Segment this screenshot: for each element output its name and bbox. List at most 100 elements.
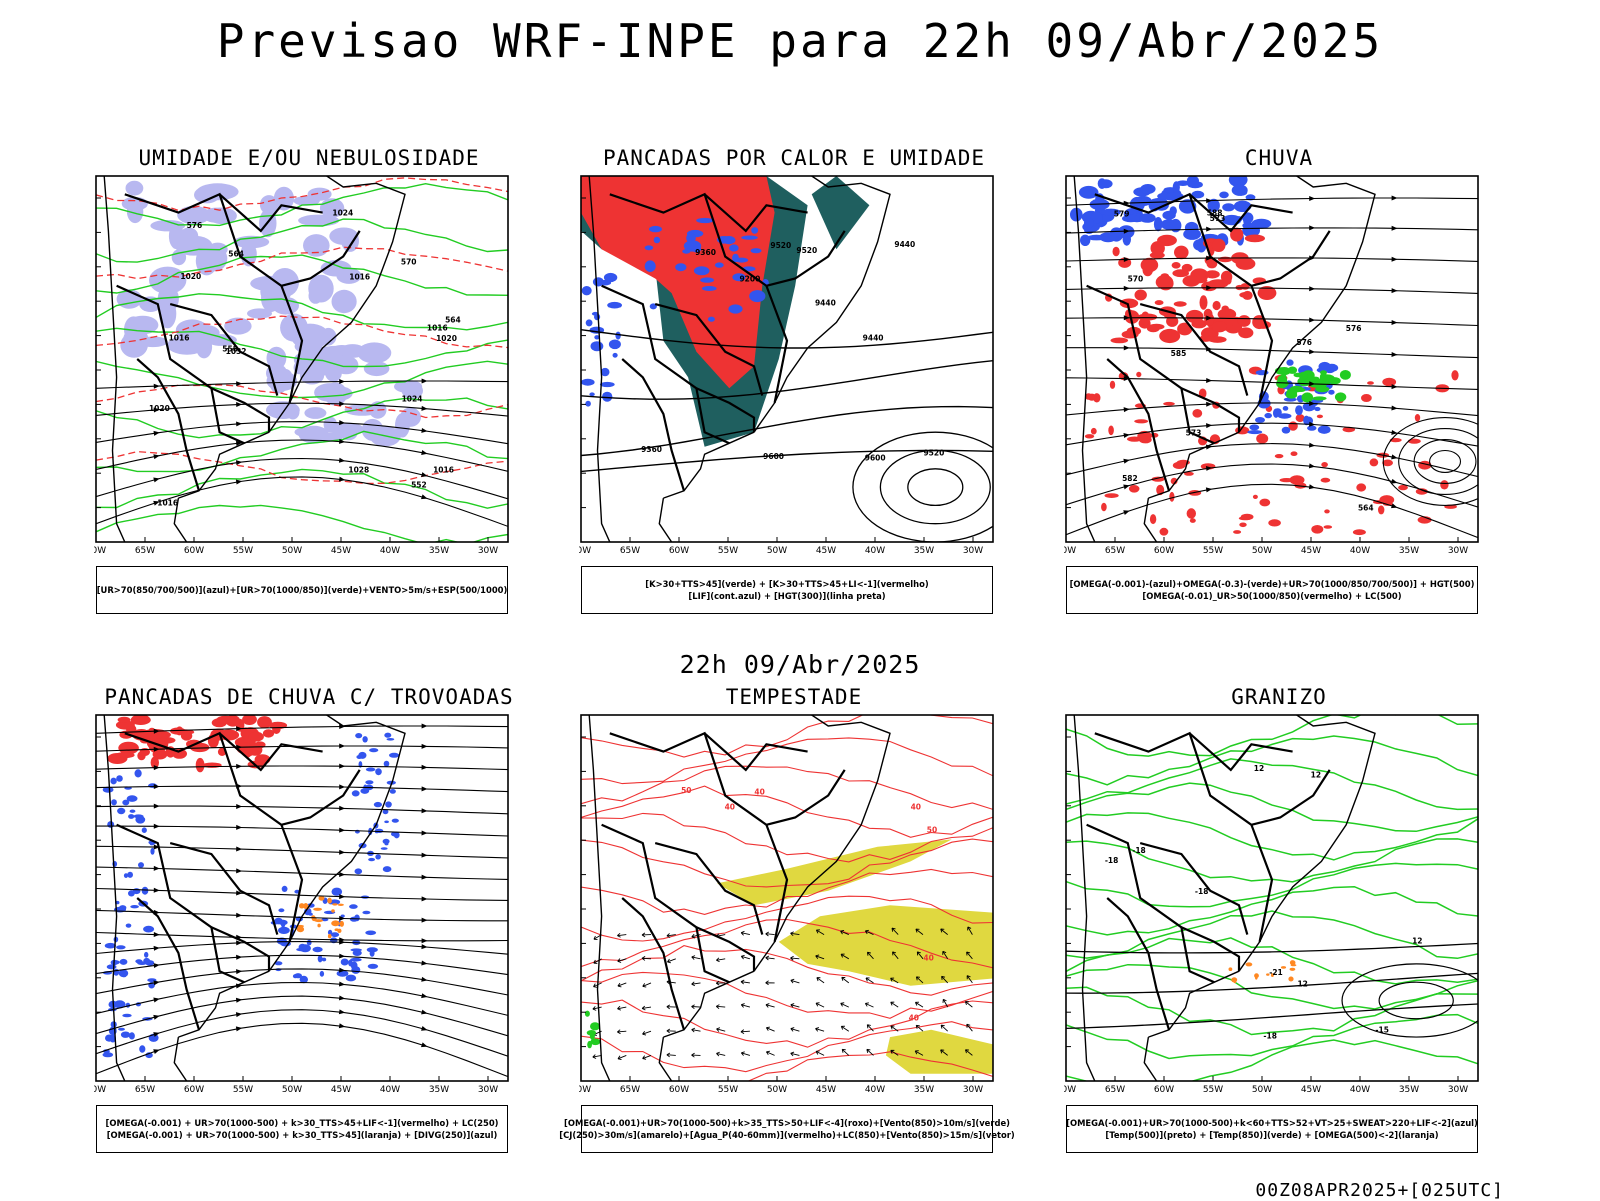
omega-red bbox=[1218, 256, 1233, 263]
humidity-high-levels bbox=[328, 422, 364, 436]
panel-legend: [K>30+TTS>45](verde) + [K>30+TTS>45+LI<-… bbox=[581, 566, 993, 614]
omega-red bbox=[1239, 522, 1247, 528]
omega-red bbox=[1451, 370, 1459, 381]
streamline-arrow bbox=[338, 476, 346, 482]
divergence-blue bbox=[294, 973, 302, 979]
streamline-arrow bbox=[235, 1026, 243, 1032]
panel-title: PANCADAS DE CHUVA C/ TROVOADAS bbox=[104, 685, 514, 709]
legend-line: [K>30+TTS>45](verde) + [K>30+TTS>45+LI<-… bbox=[645, 579, 929, 589]
lon-label: 50W bbox=[282, 1085, 302, 1095]
lifted-index-contour bbox=[693, 266, 710, 276]
streamline-arrow bbox=[421, 874, 428, 880]
omega-red bbox=[1101, 502, 1107, 512]
main-title: Previsao WRF-INPE para 22h 09/Abr/2025 bbox=[216, 14, 1384, 68]
wind-vector bbox=[642, 982, 652, 988]
streamline-arrow bbox=[1309, 400, 1316, 406]
streamline-arrow bbox=[235, 460, 243, 466]
lon-label: 45W bbox=[816, 546, 836, 556]
omega-red bbox=[1217, 308, 1237, 321]
streamline-arrow bbox=[1391, 288, 1398, 294]
storms-orange bbox=[313, 907, 322, 911]
divergence-blue bbox=[126, 795, 138, 802]
wind-vector bbox=[740, 1029, 750, 1035]
panel-title: TEMPESTADE bbox=[725, 685, 863, 709]
omega500-orange bbox=[1290, 964, 1297, 967]
streamline-arrow bbox=[236, 402, 243, 408]
omega-blue bbox=[1286, 359, 1294, 366]
country-border bbox=[116, 823, 245, 984]
wind-vector bbox=[691, 1027, 701, 1033]
omega-red bbox=[1185, 309, 1204, 324]
lon-label: 40W bbox=[380, 1085, 400, 1095]
lifted-index-contour bbox=[722, 236, 736, 245]
precipitable-water-contour bbox=[581, 737, 993, 785]
divergence-blue bbox=[382, 866, 392, 873]
streamline-arrow bbox=[339, 763, 346, 769]
humidity-high-levels bbox=[314, 383, 347, 402]
omega-green bbox=[1293, 372, 1303, 378]
wind-vector bbox=[790, 955, 800, 961]
divergence-blue bbox=[385, 801, 392, 808]
omega-red bbox=[1244, 234, 1265, 243]
hgt500-contour bbox=[1066, 257, 1478, 262]
lon-label: 30W bbox=[963, 1085, 983, 1095]
country-border bbox=[1180, 387, 1241, 433]
omega-red bbox=[1230, 227, 1244, 242]
divergence-blue bbox=[113, 1000, 126, 1009]
contour-label: 12 bbox=[1254, 764, 1264, 773]
wind-vector bbox=[592, 1054, 602, 1059]
streamline-arrow bbox=[421, 1042, 428, 1048]
coastline bbox=[1148, 970, 1240, 1038]
contour-label: 564 bbox=[1358, 504, 1374, 513]
divergence-blue bbox=[128, 890, 135, 897]
divergence-blue bbox=[128, 1032, 135, 1040]
country-border bbox=[1086, 823, 1215, 984]
lon-label: 35W bbox=[429, 1085, 449, 1095]
divergence-blue bbox=[280, 940, 291, 947]
divergence-blue bbox=[122, 799, 130, 806]
omega-red bbox=[1382, 459, 1393, 467]
wind-vector bbox=[940, 928, 948, 935]
omega-red bbox=[1134, 419, 1149, 424]
hgt500-contour bbox=[1429, 449, 1462, 474]
omega-blue bbox=[1207, 198, 1220, 213]
omega-red bbox=[1173, 301, 1187, 307]
lifted-index-contour bbox=[741, 235, 758, 240]
wind-vector bbox=[790, 931, 800, 937]
omega-blue bbox=[1231, 184, 1248, 196]
wind-vector bbox=[864, 929, 874, 936]
wind-vector bbox=[942, 950, 949, 960]
storms-orange bbox=[296, 926, 305, 933]
contour-label: 9360 bbox=[695, 248, 716, 257]
map-trovoadas: 12S15S18S21S24S27S30S33S36S39S42S70W65W6… bbox=[94, 714, 509, 1095]
temp500-contour bbox=[1066, 942, 1478, 954]
storms-red bbox=[248, 731, 264, 742]
hgt500-contour bbox=[1066, 443, 1478, 478]
omega-blue bbox=[1165, 192, 1184, 201]
omega-green bbox=[1315, 386, 1330, 393]
wind-streamline bbox=[96, 380, 508, 389]
map-layers: 50 50 40 40 40 40 40 bbox=[581, 715, 993, 1081]
contour-label: -18 bbox=[1195, 887, 1209, 896]
streamline-250 bbox=[96, 995, 508, 1037]
divergence-blue bbox=[349, 904, 358, 909]
contour-label: -18 bbox=[1105, 856, 1119, 865]
streamline-arrow bbox=[1123, 510, 1130, 516]
country-border bbox=[210, 926, 271, 972]
divergence-blue bbox=[123, 873, 129, 878]
streamline-arrow bbox=[421, 405, 428, 411]
lon-label: 45W bbox=[1301, 546, 1321, 556]
omega-blue bbox=[1255, 417, 1265, 423]
streamline-arrow bbox=[421, 960, 428, 966]
omega-blue bbox=[1251, 218, 1272, 229]
lon-label: 55W bbox=[1203, 1085, 1223, 1095]
lifted-index-contour bbox=[607, 301, 622, 309]
wind-vector bbox=[890, 977, 899, 984]
divergence-blue bbox=[299, 975, 308, 984]
lifted-index-contour bbox=[602, 391, 613, 402]
humidity-low-levels-contour bbox=[96, 254, 508, 296]
divergence-blue bbox=[274, 961, 283, 966]
lon-label: 55W bbox=[1203, 546, 1223, 556]
streamline-arrow bbox=[236, 940, 243, 946]
